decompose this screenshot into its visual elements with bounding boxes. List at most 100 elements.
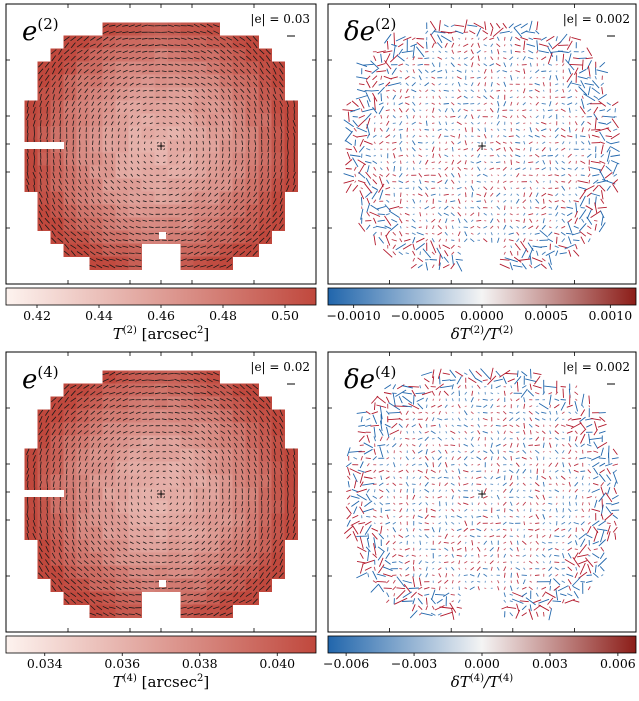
footprint-cell [129, 475, 143, 489]
residual-whisker [367, 100, 369, 107]
residual-whisker [533, 38, 541, 39]
whisker [229, 489, 230, 493]
footprint-cell [181, 475, 195, 489]
residual-whisker [419, 136, 421, 137]
footprint-cell [129, 488, 143, 502]
residual-whisker [530, 200, 531, 203]
residual-whisker [511, 102, 512, 106]
residual-whisker [399, 108, 402, 112]
footprint-cell [168, 436, 182, 450]
residual-whisker [569, 108, 570, 113]
footprint-cell [155, 127, 169, 141]
footprint-cell [168, 127, 182, 141]
footprint-cell [64, 514, 78, 528]
residual-whisker [530, 384, 531, 390]
footprint-cell [168, 114, 182, 128]
footprint-cell [194, 436, 208, 450]
residual-whisker [600, 211, 604, 219]
footprint-cell [116, 462, 130, 476]
footprint-cell [168, 566, 182, 580]
residual-whisker [534, 376, 540, 384]
residual-whisker [515, 143, 520, 144]
residual-whisker [504, 405, 506, 407]
residual-whisker [477, 174, 480, 176]
residual-whisker [419, 97, 421, 98]
residual-whisker [613, 180, 618, 185]
residual-whisker [561, 208, 566, 209]
residual-whisker [497, 121, 500, 125]
residual-whisker [497, 206, 500, 209]
residual-whisker [483, 239, 487, 242]
footprint-cell [168, 514, 182, 528]
residual-whisker [510, 262, 513, 270]
residual-whisker [581, 121, 584, 125]
footprint-cell [285, 449, 299, 463]
residual-whisker [574, 201, 579, 202]
footprint-cell [181, 231, 195, 245]
residual-whisker [392, 142, 397, 143]
footprint-cell [38, 436, 52, 450]
residual-whisker [444, 155, 448, 157]
residual-whisker [543, 90, 544, 92]
whisker [249, 140, 250, 145]
footprint-cell [233, 140, 247, 154]
residual-whisker [503, 116, 508, 118]
residual-whisker [438, 201, 441, 202]
residual-whisker [503, 136, 506, 137]
footprint-cell [129, 384, 143, 398]
residual-whisker [377, 206, 386, 209]
residual-whisker [450, 370, 456, 378]
footprint-cell [116, 23, 130, 37]
footprint-cell [168, 579, 182, 593]
residual-whisker [412, 226, 417, 228]
residual-whisker [436, 384, 444, 390]
residual-whisker [528, 390, 534, 396]
footprint-cell [129, 153, 143, 167]
whisker [281, 475, 282, 481]
footprint-cell [285, 475, 299, 489]
residual-whisker [386, 174, 389, 178]
residual-whisker [470, 239, 474, 242]
whisker [210, 489, 211, 493]
residual-whisker [531, 122, 532, 124]
residual-whisker [439, 239, 441, 242]
footprint-cell [142, 436, 156, 450]
residual-whisker [452, 221, 455, 222]
residual-whisker [550, 75, 551, 80]
footprint-cell [77, 49, 91, 63]
footprint-cell [246, 140, 260, 154]
residual-whisker [413, 199, 415, 203]
residual-whisker [416, 47, 424, 57]
residual-whisker [529, 142, 533, 144]
residual-whisker [464, 373, 467, 375]
residual-whisker [517, 207, 519, 208]
residual-whisker [458, 252, 461, 254]
residual-whisker [445, 129, 448, 131]
footprint-cell [129, 62, 143, 76]
residual-whisker [543, 188, 545, 189]
footprint-cell [129, 566, 143, 580]
residual-whisker [555, 84, 558, 85]
residual-whisker [528, 51, 533, 54]
residual-whisker [575, 244, 577, 249]
residual-whisker [523, 115, 527, 118]
footprint-cell [38, 501, 52, 515]
whisker [223, 147, 224, 151]
residual-whisker [465, 207, 466, 209]
residual-whisker [406, 411, 408, 415]
residual-whisker [452, 108, 454, 112]
residual-whisker [542, 207, 546, 210]
residual-whisker [458, 385, 461, 388]
footprint-cell [194, 384, 208, 398]
residual-whisker [588, 174, 590, 177]
residual-whisker [589, 396, 590, 404]
residual-whisker [406, 221, 409, 222]
residual-whisker [515, 51, 521, 52]
footprint-cell [103, 218, 117, 232]
footprint-cell [142, 127, 156, 141]
footprint-cell [194, 397, 208, 411]
residual-whisker [452, 83, 453, 85]
residual-whisker [413, 69, 414, 73]
residual-whisker [355, 174, 356, 177]
